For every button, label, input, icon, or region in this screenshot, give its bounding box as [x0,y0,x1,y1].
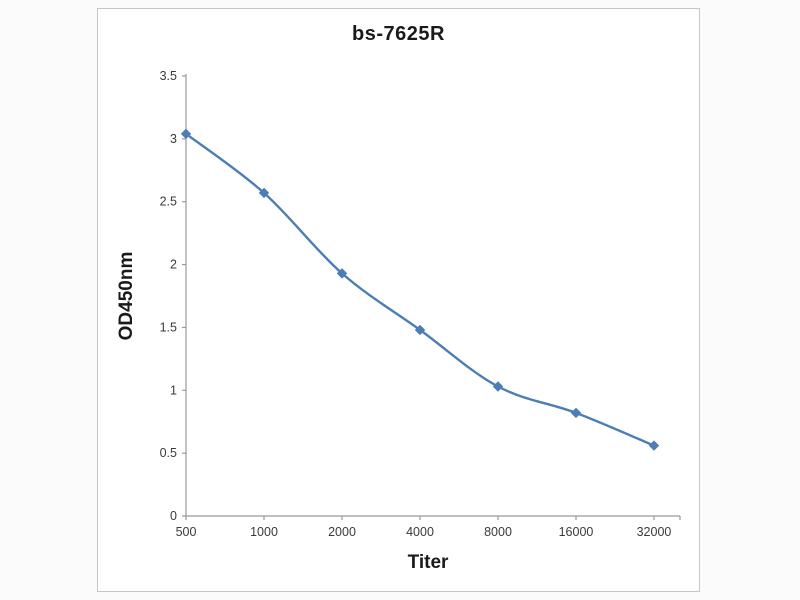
data-point-marker [570,407,582,419]
x-tick-label: 500 [176,525,197,539]
y-tick-label: 2 [170,258,177,272]
x-tick-label: 32000 [637,525,672,539]
x-tick-label: 1000 [250,525,278,539]
data-point-marker [414,324,426,336]
data-point-marker [258,187,270,199]
x-tick-label: 4000 [406,525,434,539]
data-line [184,132,656,447]
line-chart-canvas: 0 0.5 1 1.5 2 2.5 3 3.5 500 1000 2000 4000 8000 16000… [160,69,681,539]
chart-panel: bs-7625R 0 0.5 1 1.5 2 2.5 3 3.5 500 1000 2000 4000… [97,8,700,592]
data-point-marker [180,128,192,140]
data-point-marker [492,381,504,392]
y-tick-label: 3 [170,132,177,146]
chart-title: bs-7625R [352,23,445,45]
y-tick-label: 1 [170,383,177,397]
y-tick-label: 0 [170,509,177,523]
data-point-marker [648,440,660,451]
y-tick-label: 1.5 [160,320,177,334]
x-tick-label: 8000 [484,525,512,539]
data-point-marker [336,268,348,279]
x-tick-label: 16000 [559,525,594,539]
y-tick-label: 0.5 [160,446,177,460]
x-axis-label: Titer [407,552,449,573]
y-tick-label: 3.5 [160,69,177,83]
x-tick-label: 2000 [328,525,356,539]
y-axis-label: OD450nm [116,251,137,341]
y-tick-label: 2.5 [160,195,177,209]
